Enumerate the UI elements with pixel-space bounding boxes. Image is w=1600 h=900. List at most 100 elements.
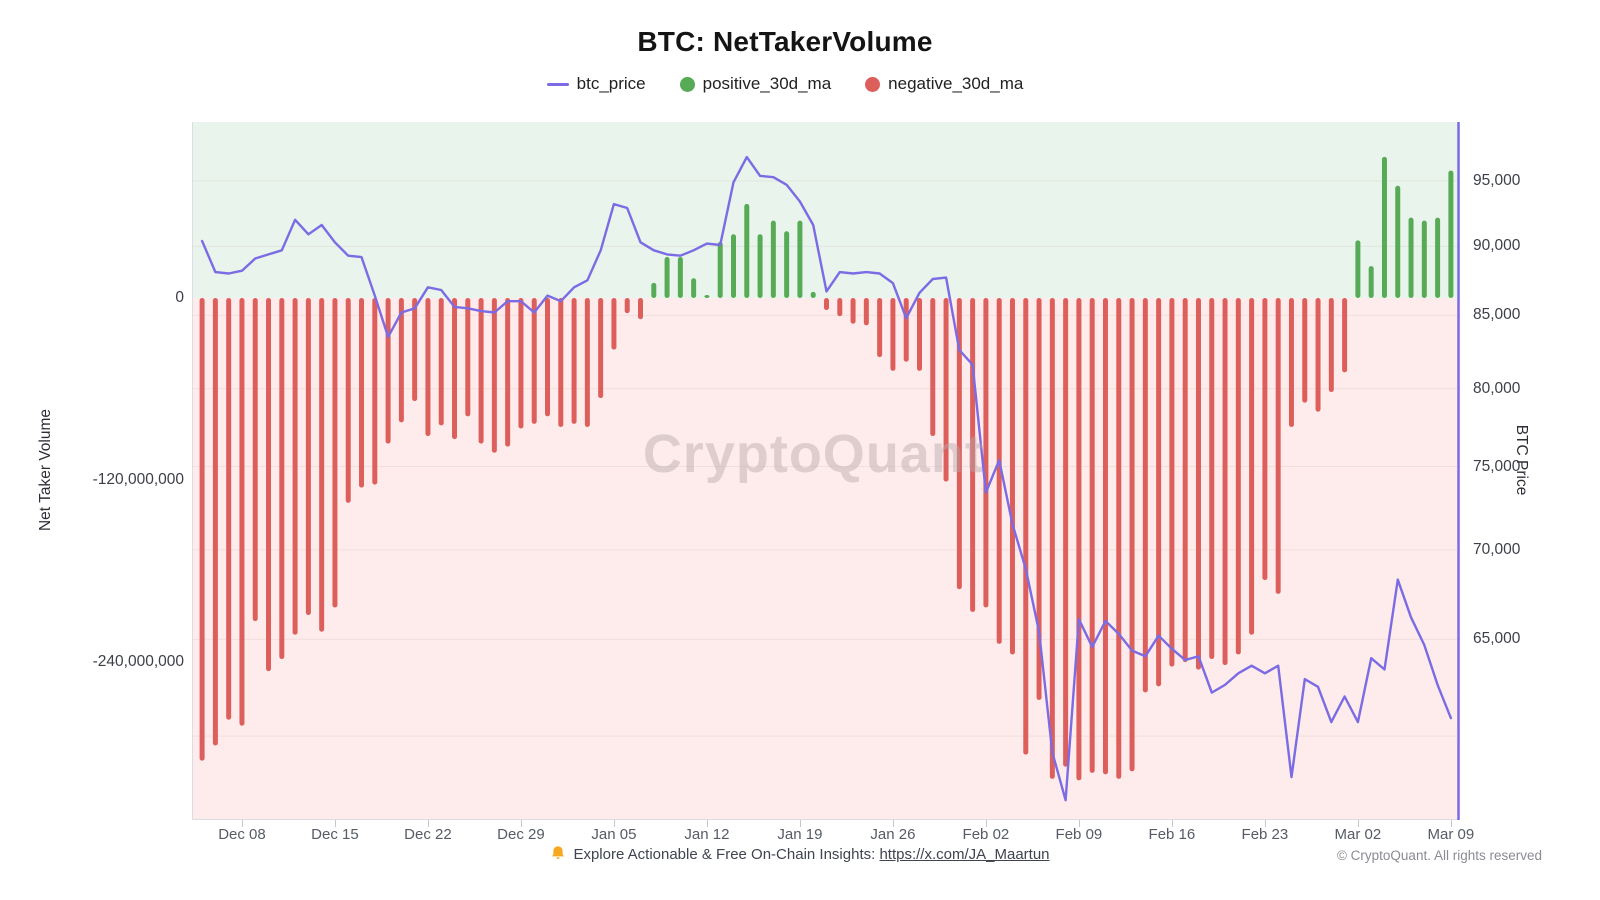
volume-bar[interactable] bbox=[731, 234, 736, 298]
volume-bar[interactable] bbox=[956, 298, 962, 590]
volume-bar[interactable] bbox=[199, 298, 205, 761]
volume-bar[interactable] bbox=[1249, 298, 1255, 635]
volume-bar[interactable] bbox=[438, 298, 444, 426]
volume-bar[interactable] bbox=[1328, 298, 1334, 393]
volume-bar[interactable] bbox=[545, 298, 551, 417]
volume-bar[interactable] bbox=[1302, 298, 1308, 403]
volume-bar[interactable] bbox=[797, 220, 803, 298]
volume-bar[interactable] bbox=[398, 298, 404, 423]
volume-bar[interactable] bbox=[518, 298, 524, 429]
volume-bar[interactable] bbox=[717, 241, 723, 298]
volume-bar[interactable] bbox=[770, 220, 776, 298]
volume-bar[interactable] bbox=[1288, 298, 1294, 427]
volume-bar[interactable] bbox=[850, 298, 856, 324]
volume-bar[interactable] bbox=[930, 298, 936, 437]
volume-bar[interactable] bbox=[1355, 240, 1361, 298]
volume-bar[interactable] bbox=[491, 298, 497, 453]
volume-bar[interactable] bbox=[1009, 298, 1015, 655]
volume-bar[interactable] bbox=[983, 298, 989, 608]
volume-bar[interactable] bbox=[478, 298, 484, 444]
volume-bar[interactable] bbox=[239, 298, 245, 726]
volume-bar[interactable] bbox=[1076, 298, 1082, 781]
volume-bar[interactable] bbox=[943, 298, 949, 482]
volume-bar[interactable] bbox=[1448, 170, 1454, 298]
volume-bar[interactable] bbox=[1435, 217, 1441, 298]
volume-bar[interactable] bbox=[252, 298, 258, 622]
volume-bar[interactable] bbox=[996, 298, 1002, 644]
volume-bar[interactable] bbox=[571, 298, 577, 424]
volume-bar[interactable] bbox=[877, 298, 883, 358]
volume-bar[interactable] bbox=[1408, 217, 1414, 298]
volume-bar[interactable] bbox=[226, 298, 232, 720]
volume-bar[interactable] bbox=[744, 203, 750, 298]
volume-bar[interactable] bbox=[212, 298, 218, 746]
volume-bar[interactable] bbox=[916, 298, 922, 371]
volume-bar[interactable] bbox=[531, 298, 537, 424]
volume-bar[interactable] bbox=[704, 294, 710, 298]
volume-bar[interactable] bbox=[1102, 298, 1108, 775]
volume-bar[interactable] bbox=[691, 278, 697, 298]
volume-bar[interactable] bbox=[452, 298, 458, 440]
legend-item-btc-price[interactable]: btc_price bbox=[546, 74, 646, 94]
volume-bar[interactable] bbox=[1089, 298, 1095, 773]
volume-bar[interactable] bbox=[1036, 298, 1042, 701]
volume-bar[interactable] bbox=[677, 257, 683, 298]
volume-bar[interactable] bbox=[385, 298, 391, 444]
volume-bar[interactable] bbox=[1023, 298, 1029, 755]
volume-bar[interactable] bbox=[1222, 298, 1228, 666]
volume-bar[interactable] bbox=[1368, 266, 1374, 298]
volume-bar[interactable] bbox=[1049, 298, 1055, 779]
volume-bar[interactable] bbox=[1235, 298, 1241, 655]
volume-bar[interactable] bbox=[1315, 298, 1321, 412]
volume-bar[interactable] bbox=[584, 298, 590, 427]
volume-bar[interactable] bbox=[412, 298, 418, 402]
volume-bar[interactable] bbox=[332, 298, 338, 608]
volume-bar[interactable] bbox=[1262, 298, 1268, 581]
volume-bar[interactable] bbox=[1381, 156, 1387, 298]
volume-bar[interactable] bbox=[1342, 298, 1348, 373]
volume-bar[interactable] bbox=[810, 291, 816, 298]
legend-item-negative-30d-ma[interactable]: negative_30d_ma bbox=[865, 74, 1023, 94]
volume-bar[interactable] bbox=[425, 298, 431, 437]
footer-link[interactable]: https://x.com/JA_Maartun bbox=[879, 846, 1050, 863]
volume-bar[interactable] bbox=[1156, 298, 1162, 687]
volume-bar[interactable] bbox=[345, 298, 351, 503]
volume-bar[interactable] bbox=[1275, 298, 1281, 594]
volume-bar[interactable] bbox=[903, 298, 909, 362]
volume-bar[interactable] bbox=[1116, 298, 1122, 779]
volume-bar[interactable] bbox=[1182, 298, 1188, 663]
volume-bar[interactable] bbox=[757, 234, 763, 298]
chart-plot-svg[interactable] bbox=[192, 122, 1460, 820]
volume-bar[interactable] bbox=[890, 298, 896, 371]
volume-bar[interactable] bbox=[1395, 185, 1401, 298]
volume-bar[interactable] bbox=[1169, 298, 1175, 667]
volume-bar[interactable] bbox=[372, 298, 378, 485]
volume-bar[interactable] bbox=[305, 298, 311, 616]
volume-bar[interactable] bbox=[1195, 298, 1201, 670]
volume-bar[interactable] bbox=[1129, 298, 1135, 772]
volume-bar[interactable] bbox=[1421, 220, 1427, 298]
volume-bar[interactable] bbox=[651, 282, 657, 298]
volume-bar[interactable] bbox=[598, 298, 604, 399]
volume-bar[interactable] bbox=[266, 298, 272, 672]
volume-bar[interactable] bbox=[558, 298, 564, 427]
volume-bar[interactable] bbox=[1142, 298, 1148, 693]
volume-bar[interactable] bbox=[279, 298, 285, 660]
plot-area[interactable]: CryptoQuant bbox=[192, 122, 1460, 820]
volume-bar[interactable] bbox=[465, 298, 471, 417]
volume-bar[interactable] bbox=[863, 298, 869, 326]
volume-bar[interactable] bbox=[624, 298, 630, 314]
volume-bar[interactable] bbox=[292, 298, 298, 635]
volume-bar[interactable] bbox=[638, 298, 644, 320]
volume-bar[interactable] bbox=[1209, 298, 1215, 660]
volume-bar[interactable] bbox=[823, 298, 829, 311]
volume-bar[interactable] bbox=[319, 298, 325, 632]
volume-bar[interactable] bbox=[970, 298, 976, 613]
legend-item-positive-30d-ma[interactable]: positive_30d_ma bbox=[679, 74, 831, 94]
btc-price-line[interactable] bbox=[200, 155, 1453, 802]
volume-bar[interactable] bbox=[837, 298, 843, 317]
volume-bar[interactable] bbox=[611, 298, 617, 350]
volume-bar[interactable] bbox=[784, 231, 790, 298]
volume-bar[interactable] bbox=[359, 298, 365, 488]
volume-bar[interactable] bbox=[505, 298, 511, 447]
